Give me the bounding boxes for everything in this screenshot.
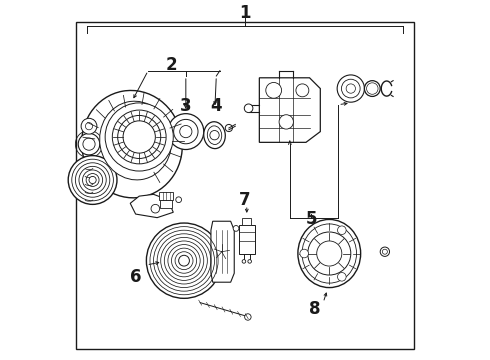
Circle shape	[85, 123, 93, 130]
Circle shape	[180, 126, 192, 138]
Circle shape	[337, 75, 365, 102]
Circle shape	[342, 79, 360, 98]
Circle shape	[89, 176, 96, 184]
Circle shape	[123, 121, 155, 153]
Text: 3: 3	[180, 98, 192, 116]
Circle shape	[367, 83, 378, 94]
Circle shape	[248, 260, 251, 263]
Ellipse shape	[204, 122, 225, 149]
Circle shape	[380, 247, 390, 256]
Text: 5: 5	[306, 211, 317, 229]
Circle shape	[266, 82, 282, 98]
Text: 4: 4	[211, 98, 222, 116]
Ellipse shape	[298, 220, 361, 288]
Circle shape	[112, 110, 166, 164]
Circle shape	[382, 249, 388, 254]
Circle shape	[338, 226, 346, 234]
Circle shape	[279, 115, 294, 129]
Text: 7: 7	[239, 191, 251, 209]
Polygon shape	[259, 78, 320, 142]
Circle shape	[242, 260, 245, 263]
Ellipse shape	[82, 90, 182, 198]
Circle shape	[118, 116, 161, 158]
Circle shape	[176, 197, 181, 203]
Circle shape	[179, 255, 190, 266]
Circle shape	[173, 120, 198, 144]
Circle shape	[346, 84, 355, 93]
Circle shape	[210, 131, 219, 140]
Circle shape	[83, 138, 95, 150]
Polygon shape	[130, 194, 173, 218]
Circle shape	[317, 241, 342, 266]
Circle shape	[365, 81, 380, 96]
Text: 2: 2	[166, 56, 177, 74]
Circle shape	[308, 232, 351, 275]
Circle shape	[245, 314, 251, 320]
Circle shape	[68, 156, 117, 204]
Ellipse shape	[207, 126, 221, 144]
Circle shape	[105, 103, 173, 171]
Circle shape	[81, 118, 97, 134]
Circle shape	[300, 249, 309, 258]
Circle shape	[147, 223, 221, 298]
Polygon shape	[211, 221, 234, 282]
Bar	[159, 192, 173, 200]
Circle shape	[245, 104, 253, 113]
Circle shape	[78, 134, 100, 155]
Bar	[160, 200, 172, 208]
Circle shape	[296, 84, 309, 97]
Circle shape	[338, 273, 346, 281]
Text: 6: 6	[130, 268, 142, 286]
Circle shape	[225, 125, 232, 132]
Bar	[243, 219, 251, 225]
Ellipse shape	[99, 101, 172, 180]
Circle shape	[233, 226, 239, 231]
Text: 1: 1	[239, 4, 251, 22]
Text: 8: 8	[309, 300, 320, 318]
Ellipse shape	[302, 224, 357, 283]
Bar	[239, 225, 255, 253]
Circle shape	[168, 114, 204, 149]
Circle shape	[151, 204, 160, 213]
